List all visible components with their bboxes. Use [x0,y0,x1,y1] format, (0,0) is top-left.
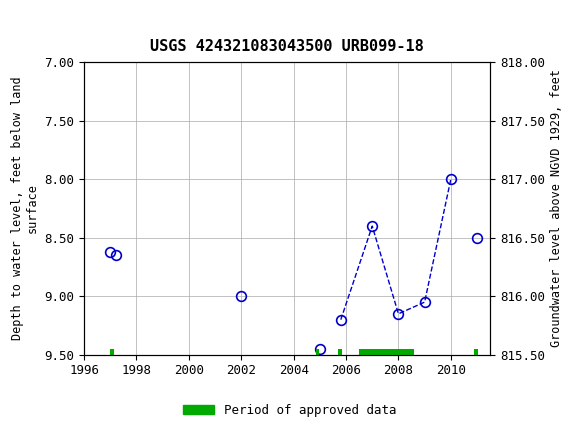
FancyBboxPatch shape [338,350,342,360]
FancyBboxPatch shape [359,350,414,360]
Y-axis label: Groundwater level above NGVD 1929, feet: Groundwater level above NGVD 1929, feet [550,70,563,347]
FancyBboxPatch shape [474,350,478,360]
FancyBboxPatch shape [110,350,114,360]
Y-axis label: Depth to water level, feet below land
surface: Depth to water level, feet below land su… [11,77,39,341]
Legend: Period of approved data: Period of approved data [178,399,402,421]
Text: ▒USGS: ▒USGS [12,11,66,32]
FancyBboxPatch shape [316,350,319,360]
Title: USGS 424321083043500 URB099-18: USGS 424321083043500 URB099-18 [150,39,424,54]
